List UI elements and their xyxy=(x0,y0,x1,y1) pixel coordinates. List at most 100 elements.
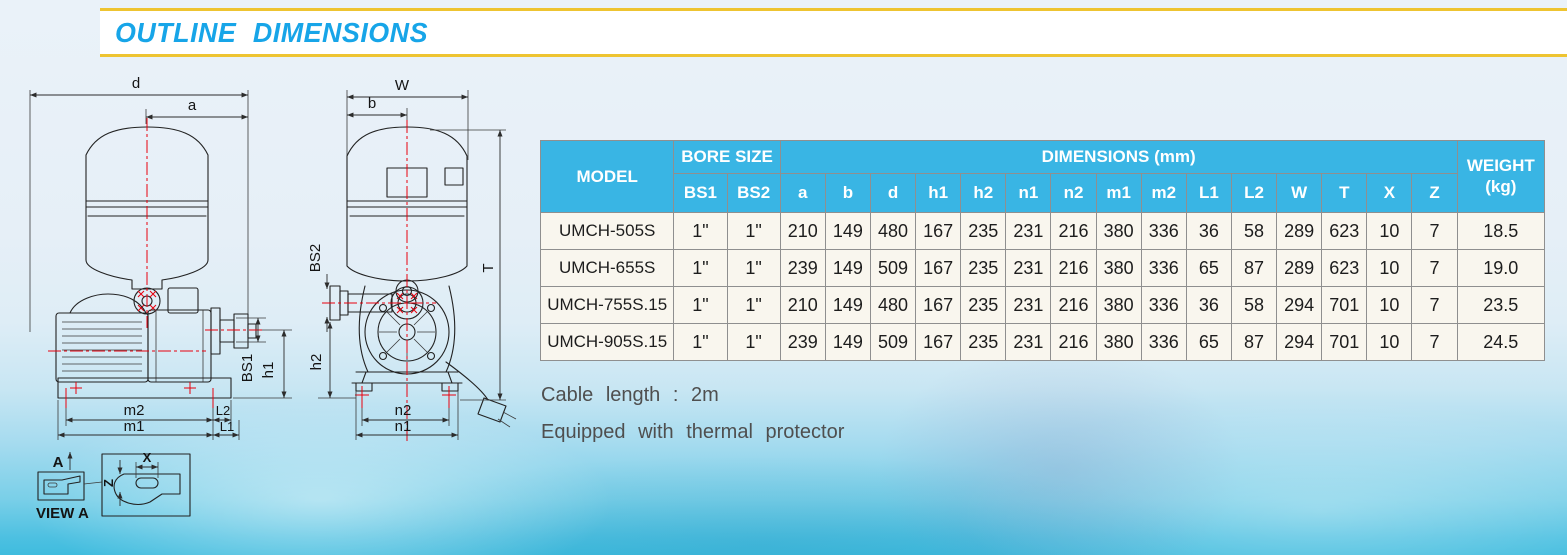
value-cell: 23.5 xyxy=(1456,286,1546,324)
value-cell: 480 xyxy=(869,286,917,324)
value-cell: 235 xyxy=(960,249,1007,287)
dim-label-X: X xyxy=(143,450,152,465)
dim-label-d: d xyxy=(132,75,140,92)
column-header: BS1 xyxy=(673,173,728,213)
dim-label-W: W xyxy=(395,77,410,94)
dim-label-n1: n1 xyxy=(395,418,412,435)
value-cell: 167 xyxy=(915,212,962,250)
outline-dimensions-drawing: d a xyxy=(29,75,517,522)
value-cell: 36 xyxy=(1185,286,1232,324)
value-cell: 1" xyxy=(673,249,728,287)
value-cell: 336 xyxy=(1140,286,1187,324)
sub-header-row: BS1 BS2 a b d h1 h2 n1 n2 m1 m2 L1 L2 W T X Z xyxy=(541,173,1545,213)
dim-label-L1: L1 xyxy=(220,419,234,434)
value-cell: 10 xyxy=(1366,323,1413,361)
value-cell: 231 xyxy=(1005,212,1052,250)
dim-label-m1: m1 xyxy=(124,418,145,435)
dim-label-b: b xyxy=(368,95,376,112)
value-cell: 1" xyxy=(726,212,781,250)
page-title: OUTLINE DIMENSIONS xyxy=(115,16,428,48)
value-cell: 336 xyxy=(1140,323,1187,361)
column-header: d xyxy=(869,173,917,213)
value-cell: 58 xyxy=(1230,212,1278,250)
value-cell: 149 xyxy=(824,249,871,287)
table-body: UMCH-505S 1" 1" 210 149 480 167 235 231 216 380 336… xyxy=(539,212,1546,361)
side-view-drawing: d a xyxy=(29,75,292,440)
view-a-arrow-label: A xyxy=(53,454,64,471)
value-cell: 623 xyxy=(1321,249,1368,287)
column-header: W xyxy=(1276,173,1323,213)
value-cell: 701 xyxy=(1321,286,1368,324)
dim-label-T: T xyxy=(480,263,497,272)
dim-label-Z: Z xyxy=(101,479,116,487)
value-cell: 294 xyxy=(1276,323,1323,361)
model-column-header: MODEL xyxy=(539,140,675,213)
value-cell: 7 xyxy=(1411,323,1458,361)
value-cell: 10 xyxy=(1366,286,1413,324)
value-cell: 1" xyxy=(673,323,728,361)
column-header: h2 xyxy=(960,173,1007,213)
column-header: m2 xyxy=(1140,173,1187,213)
value-cell: 65 xyxy=(1185,323,1232,361)
value-cell: 18.5 xyxy=(1456,212,1546,250)
value-cell: 235 xyxy=(960,323,1007,361)
table-row: UMCH-755S.15 1" 1" 210 149 480 167 235 231 216 380… xyxy=(539,286,1546,324)
value-cell: 7 xyxy=(1411,212,1458,250)
value-cell: 36 xyxy=(1185,212,1232,250)
value-cell: 149 xyxy=(824,323,871,361)
column-header: h1 xyxy=(915,173,962,213)
column-header: X xyxy=(1366,173,1413,213)
weight-header: WEIGHT (kg) xyxy=(1456,140,1546,213)
value-cell: 380 xyxy=(1095,323,1142,361)
value-cell: 19.0 xyxy=(1456,249,1546,287)
column-header: n1 xyxy=(1005,173,1052,213)
value-cell: 380 xyxy=(1095,249,1142,287)
value-cell: 167 xyxy=(915,286,962,324)
column-header: n2 xyxy=(1050,173,1097,213)
value-cell: 289 xyxy=(1276,249,1323,287)
view-a-detail: A VIEW A X Z xyxy=(36,450,191,522)
dim-label-m2: m2 xyxy=(124,402,145,419)
model-cell: UMCH-505S xyxy=(539,212,675,250)
value-cell: 336 xyxy=(1140,212,1187,250)
note-cable-length: Cable length : 2m xyxy=(541,384,719,406)
value-cell: 1" xyxy=(726,286,781,324)
value-cell: 87 xyxy=(1230,323,1278,361)
value-cell: 216 xyxy=(1050,212,1097,250)
weight-header-line2: (kg) xyxy=(1485,176,1517,196)
column-header: BS2 xyxy=(726,173,781,213)
bore-size-header: BORE SIZE xyxy=(673,140,781,174)
model-cell: UMCH-905S.15 xyxy=(539,323,675,361)
value-cell: 149 xyxy=(824,286,871,324)
value-cell: 239 xyxy=(779,323,826,361)
dim-label-bs1: BS1 xyxy=(239,354,256,382)
dim-label-a: a xyxy=(188,97,197,114)
dim-label-h2: h2 xyxy=(308,354,325,371)
model-cell: UMCH-655S xyxy=(539,249,675,287)
value-cell: 701 xyxy=(1321,323,1368,361)
value-cell: 58 xyxy=(1230,286,1278,324)
dimensions-header: DIMENSIONS (mm) xyxy=(779,140,1458,174)
value-cell: 1" xyxy=(726,249,781,287)
notes: Cable length : 2m Equipped with thermal … xyxy=(541,383,844,457)
dim-label-bs2: BS2 xyxy=(307,244,324,272)
value-cell: 380 xyxy=(1095,286,1142,324)
column-header: b xyxy=(824,173,871,213)
value-cell: 1" xyxy=(726,323,781,361)
model-cell: UMCH-755S.15 xyxy=(539,286,675,324)
value-cell: 210 xyxy=(779,286,826,324)
value-cell: 216 xyxy=(1050,249,1097,287)
dim-label-L2: L2 xyxy=(216,403,230,418)
view-a-caption: VIEW A xyxy=(36,505,89,522)
value-cell: 239 xyxy=(779,249,826,287)
column-header: Z xyxy=(1411,173,1458,213)
weight-header-line1: WEIGHT xyxy=(1466,156,1535,176)
value-cell: 7 xyxy=(1411,286,1458,324)
value-cell: 509 xyxy=(869,249,917,287)
value-cell: 167 xyxy=(915,249,962,287)
value-cell: 167 xyxy=(915,323,962,361)
value-cell: 149 xyxy=(824,212,871,250)
table-row: UMCH-905S.15 1" 1" 239 149 509 167 235 231 216 380… xyxy=(539,323,1546,361)
front-view-drawing: W b xyxy=(307,77,517,442)
value-cell: 10 xyxy=(1366,212,1413,250)
